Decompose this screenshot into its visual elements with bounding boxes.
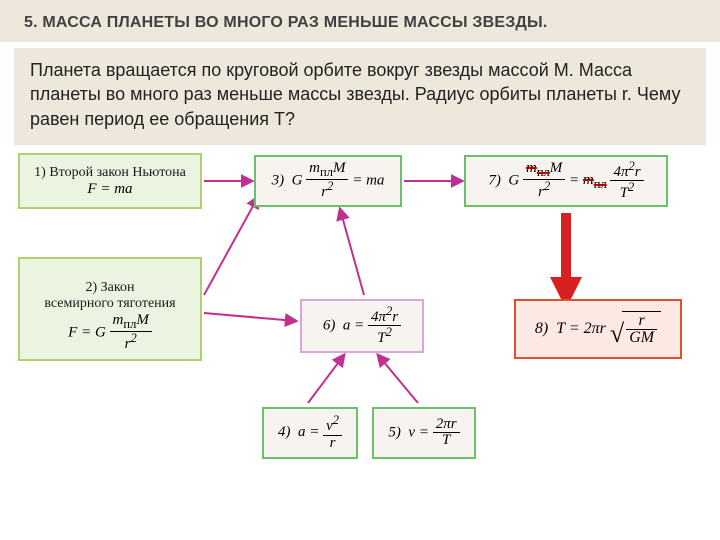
box-step3: 3) G mплM r2 = ma [254,155,402,207]
box1-label: 1) Второй закон Ньютона [28,165,192,180]
box-step7: 7) G mплM r2 = mпл 4π2r T2 [464,155,668,207]
box1-eq: F = ma [87,182,132,197]
box-newton-2nd-law: 1) Второй закон Ньютона F = ma [18,153,202,209]
box2-label: 2) Закон всемирного тяготения [38,265,181,311]
box-step5: 5) v = 2πr T [372,407,476,459]
box6-eq: 6) a = 4π2r T2 [323,305,401,348]
box3-eq: 3) G mплM r2 = ma [272,161,385,201]
box4-eq: 4) a = v2 r [278,414,342,452]
box7-eq: 7) G mплM r2 = mпл 4π2r T2 [488,160,643,203]
box5-eq: 5) v = 2πr T [388,417,459,450]
box-step4: 4) a = v2 r [262,407,358,459]
box8-eq: 8) T = 2πr √ r GM [535,311,661,348]
box1-num: 1) [34,165,46,180]
box1-title: Второй закон Ньютона [49,165,186,180]
box2-eq: F = G mплM r2 [68,313,152,353]
box-result: 8) T = 2πr √ r GM [514,299,682,359]
slide-title: 5. МАССА ПЛАНЕТЫ ВО МНОГО РАЗ МЕНЬШЕ МАС… [0,0,720,42]
derivation-canvas: 1) Второй закон Ньютона F = ma 2) Закон … [0,145,720,505]
box-step6: 6) a = 4π2r T2 [300,299,424,353]
problem-text: Планета вращается по круговой орбите вок… [14,48,706,145]
box-gravity-law: 2) Закон всемирного тяготения F = G mплM… [18,257,202,361]
